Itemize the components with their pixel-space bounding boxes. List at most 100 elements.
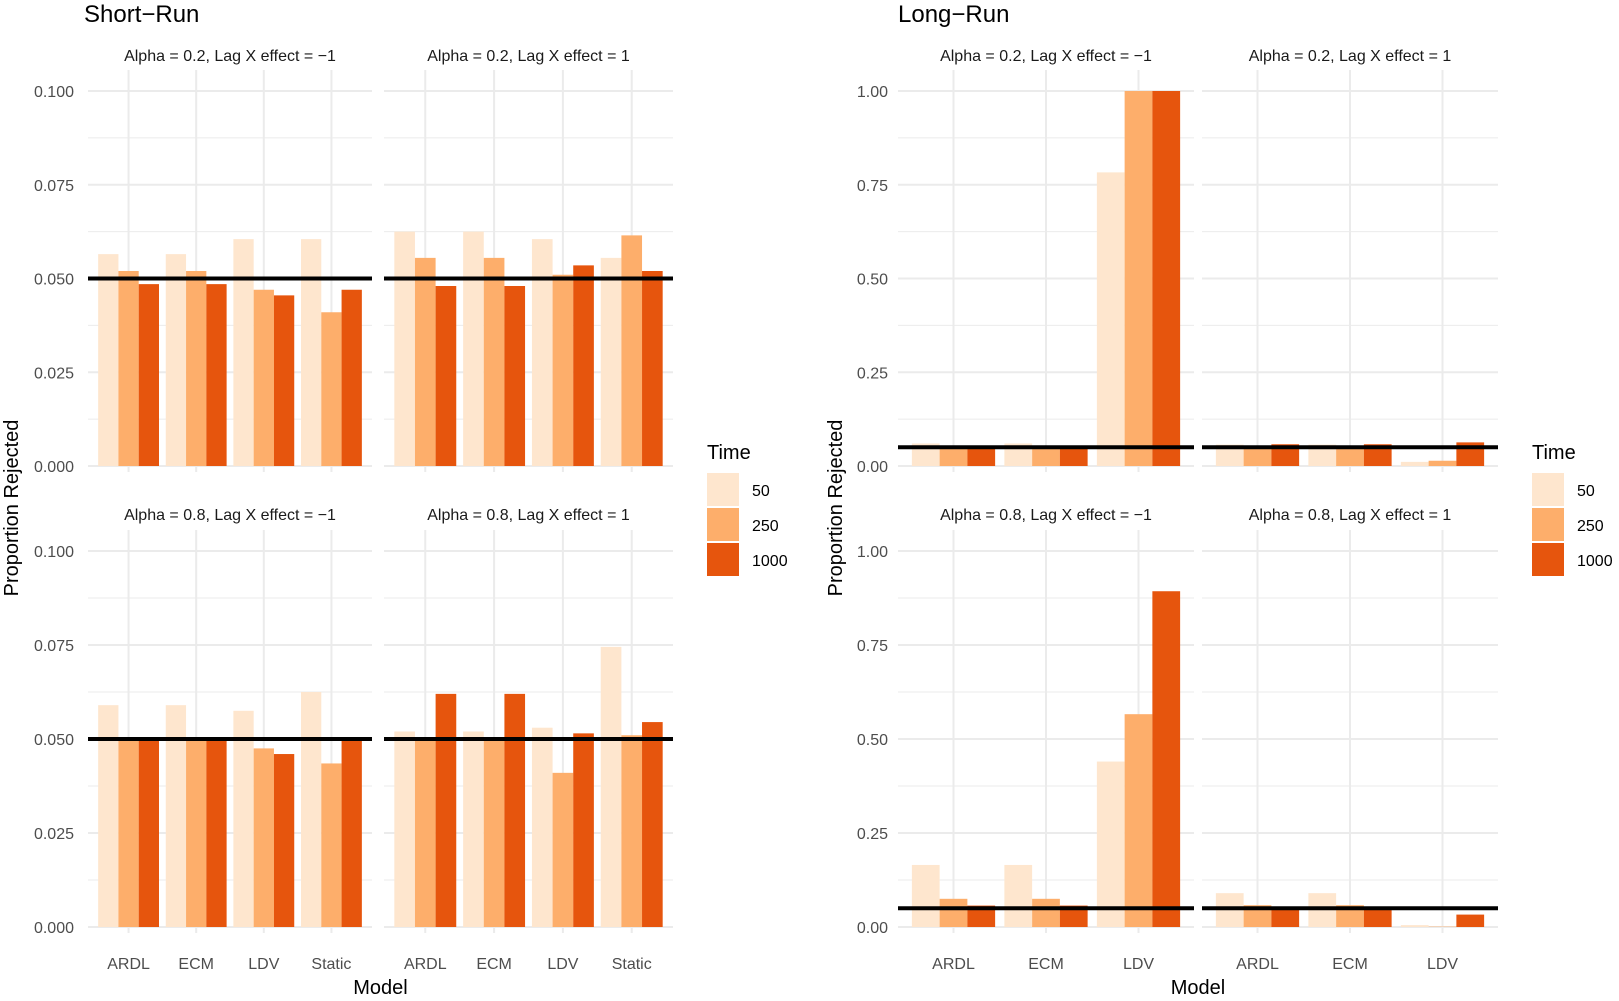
y-tick-label: 0.025 — [34, 826, 74, 843]
bar-1000-ldv — [1152, 591, 1180, 927]
bar-1000-ecm — [1060, 447, 1088, 466]
facet-label: Alpha = 0.2, Lag X effect = 1 — [427, 48, 630, 65]
facet-label: Alpha = 0.8, Lag X effect = −1 — [940, 507, 1152, 524]
bar-1000-ldv — [1152, 91, 1180, 466]
y-tick-label: 0.075 — [34, 178, 74, 195]
bar-1000-static — [642, 722, 663, 927]
legend-label: 250 — [1577, 518, 1604, 535]
y-tick-label: 1.00 — [857, 544, 888, 561]
y-tick-label: 0.00 — [857, 920, 888, 937]
y-tick-label: 0.75 — [857, 638, 888, 655]
x-tick-label: ECM — [1332, 956, 1368, 973]
bar-50-ardl — [394, 731, 415, 927]
x-tick-label: LDV — [1123, 956, 1154, 973]
bar-1000-ardl — [1271, 909, 1299, 927]
bar-50-ardl — [912, 865, 940, 927]
legend-label: 50 — [752, 483, 770, 500]
x-tick-label: LDV — [248, 956, 279, 973]
chart-title: Long−Run — [898, 1, 1009, 28]
bar-250-static — [621, 735, 642, 927]
bar-50-ldv — [532, 239, 553, 466]
y-tick-label: 0.50 — [857, 272, 888, 289]
bar-50-ecm — [166, 254, 186, 466]
bar-50-ldv — [1097, 762, 1125, 927]
legend-label: 50 — [1577, 483, 1595, 500]
bar-50-ldv — [532, 728, 553, 927]
bar-1000-static — [342, 739, 362, 927]
x-tick-label: ECM — [178, 956, 214, 973]
facet-label: Alpha = 0.8, Lag X effect = −1 — [124, 507, 336, 524]
bar-50-ecm — [1004, 865, 1032, 927]
y-tick-label: 0.000 — [34, 920, 74, 937]
bar-50-ardl — [394, 232, 415, 466]
x-tick-label: LDV — [1427, 956, 1458, 973]
bar-250-ardl — [940, 899, 968, 927]
legend-swatch-1000 — [707, 543, 739, 576]
legend-title: Time — [1532, 442, 1576, 464]
bar-250-ldv — [553, 773, 574, 927]
bar-250-ardl — [415, 258, 436, 466]
bar-1000-ecm — [504, 286, 525, 466]
x-tick-label: LDV — [547, 956, 578, 973]
bar-1000-ldv — [573, 733, 594, 927]
bar-1000-ardl — [436, 286, 457, 466]
bar-1000-ldv — [274, 754, 294, 927]
legend-swatch-250 — [707, 508, 739, 541]
facet-label: Alpha = 0.2, Lag X effect = 1 — [1249, 48, 1452, 65]
y-tick-label: 0.100 — [34, 84, 74, 101]
facet-label: Alpha = 0.8, Lag X effect = 1 — [1249, 507, 1452, 524]
bar-1000-ardl — [139, 739, 159, 927]
y-tick-label: 0.075 — [34, 638, 74, 655]
legend-label: 1000 — [752, 553, 788, 570]
x-tick-label: ECM — [476, 956, 512, 973]
bar-1000-ldv — [1456, 915, 1484, 927]
bar-50-ardl — [98, 254, 118, 466]
facet-label: Alpha = 0.2, Lag X effect = −1 — [124, 48, 336, 65]
chart-title: Short−Run — [84, 1, 199, 28]
bar-50-static — [301, 239, 321, 466]
y-tick-label: 0.025 — [34, 365, 74, 382]
bar-1000-ecm — [206, 739, 226, 927]
bar-250-ecm — [1032, 899, 1060, 927]
bar-250-ldv — [254, 748, 274, 927]
y-axis-label: Proportion Rejected — [825, 420, 847, 597]
bar-1000-static — [342, 290, 362, 466]
bar-50-ecm — [463, 731, 484, 927]
y-tick-label: 0.100 — [34, 544, 74, 561]
bar-250-ardl — [1244, 447, 1272, 466]
legend-swatch-50 — [1532, 473, 1564, 506]
y-tick-label: 0.00 — [857, 459, 888, 476]
bar-50-static — [601, 647, 622, 927]
bar-50-static — [301, 692, 321, 927]
y-tick-label: 0.000 — [34, 459, 74, 476]
bar-250-ecm — [186, 271, 206, 466]
bar-1000-ldv — [274, 295, 294, 466]
y-tick-label: 0.25 — [857, 365, 888, 382]
bar-250-static — [621, 235, 642, 466]
x-tick-label: ARDL — [932, 956, 975, 973]
y-tick-label: 0.050 — [34, 272, 74, 289]
bar-250-ldv — [254, 290, 274, 466]
bar-250-ecm — [484, 739, 505, 927]
bar-250-ecm — [484, 258, 505, 466]
bar-250-ldv — [553, 275, 574, 466]
y-axis-label: Proportion Rejected — [1, 420, 23, 597]
bar-1000-ecm — [206, 284, 226, 466]
x-tick-label: ARDL — [107, 956, 150, 973]
bar-250-ardl — [118, 271, 138, 466]
facet-label: Alpha = 0.8, Lag X effect = 1 — [427, 507, 630, 524]
x-tick-label: Static — [612, 956, 652, 973]
legend-swatch-50 — [707, 473, 739, 506]
bar-250-ldv — [1125, 91, 1153, 466]
y-tick-label: 0.050 — [34, 732, 74, 749]
x-tick-label: Static — [311, 956, 351, 973]
bar-50-ldv — [233, 239, 253, 466]
bar-250-ecm — [186, 739, 206, 927]
bar-1000-ecm — [504, 694, 525, 927]
facet-label: Alpha = 0.2, Lag X effect = −1 — [940, 48, 1152, 65]
bar-1000-ardl — [139, 284, 159, 466]
bar-50-ldv — [1097, 172, 1125, 466]
y-tick-label: 0.25 — [857, 826, 888, 843]
bar-250-ecm — [1032, 447, 1060, 466]
